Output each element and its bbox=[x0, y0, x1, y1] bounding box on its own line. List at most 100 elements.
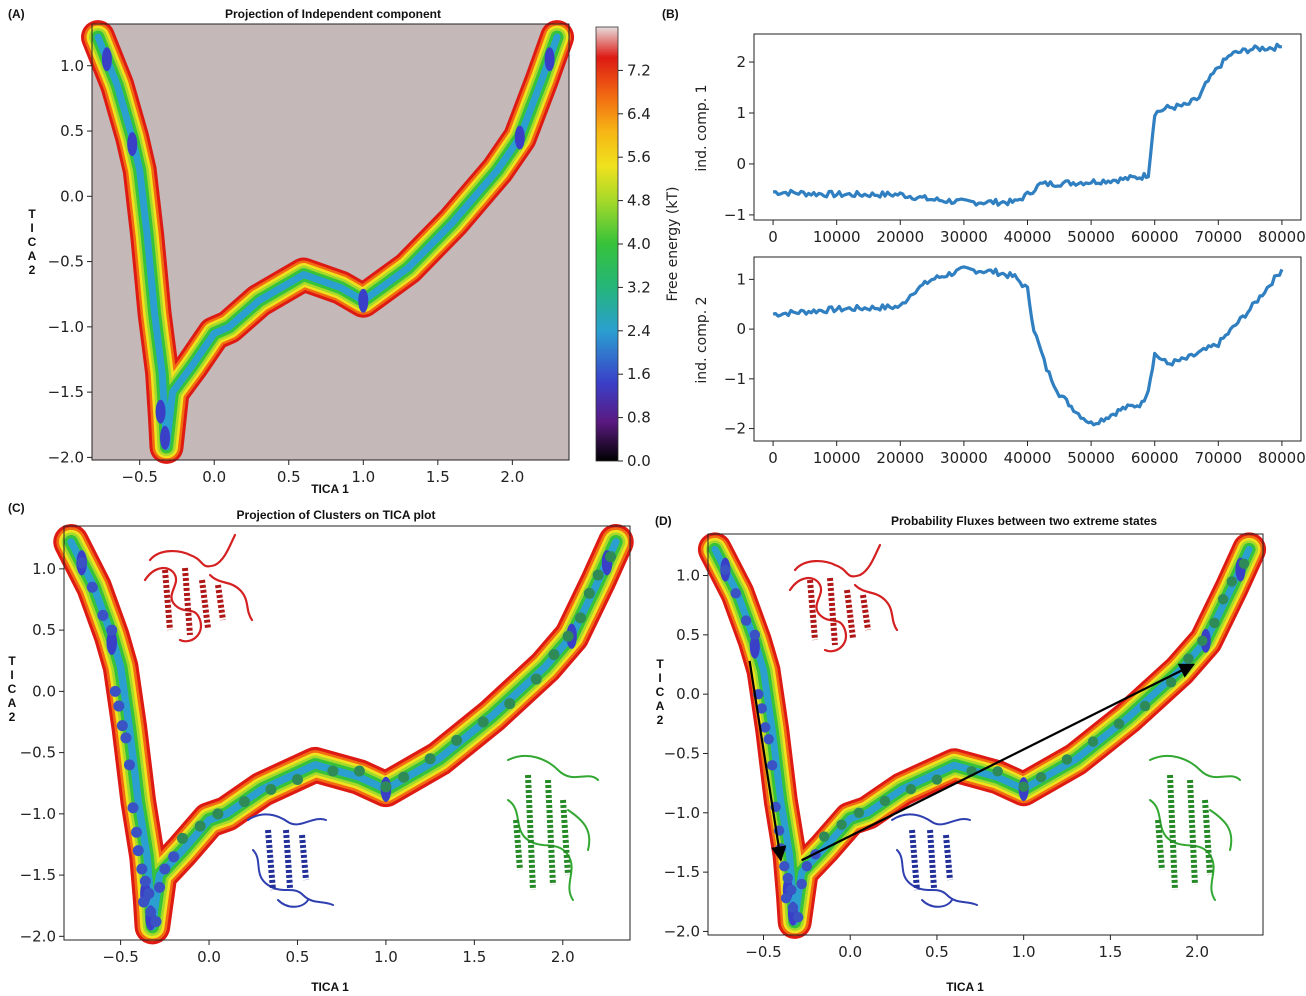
panel-c-cluster-points bbox=[76, 551, 617, 928]
cluster-point-green bbox=[605, 551, 617, 563]
panel-a-xlabel: TICA 1 bbox=[311, 482, 349, 496]
panel-b2-frame bbox=[753, 256, 1302, 442]
panel-d-ytick-label: 0.0 bbox=[676, 685, 700, 703]
panel-b1-xtick-label: 40000 bbox=[1004, 228, 1052, 246]
red-protein-structure-icon bbox=[788, 543, 899, 653]
cluster-point-green bbox=[574, 612, 586, 624]
cluster-point-green bbox=[265, 783, 277, 795]
panel-b2-ytick-label: −2 bbox=[724, 420, 746, 438]
cluster-point-blue bbox=[786, 884, 797, 896]
cluster-point-green bbox=[548, 649, 560, 661]
cluster-point-green bbox=[380, 781, 392, 793]
panel-b1-ytick-label: −1 bbox=[724, 206, 746, 224]
panel-d-ytick-label: 1.0 bbox=[676, 567, 700, 585]
panel-c-ytick-label: 0.0 bbox=[32, 682, 56, 700]
colorbar-tick-label: 1.6 bbox=[627, 365, 651, 383]
panel-b1-xtick-label: 60000 bbox=[1131, 228, 1179, 246]
panel-c-title: Projection of Clusters on TICA plot bbox=[237, 508, 436, 522]
panel-label-b: (B) bbox=[662, 7, 679, 21]
green-protein-structure-icon bbox=[1149, 754, 1241, 901]
panel-b2-xtick-label: 40000 bbox=[1004, 449, 1052, 467]
panel-b2-xtick-label: 30000 bbox=[940, 449, 988, 467]
panel-b-bottom-timeseries: 0 10000 20000 30000 40000 50000 60000 70000 8000… bbox=[694, 256, 1306, 467]
cluster-point-green bbox=[398, 771, 410, 783]
cluster-point-green bbox=[1197, 635, 1208, 646]
panel-b2-xtick-label: 50000 bbox=[1067, 449, 1115, 467]
cluster-point-green bbox=[530, 673, 542, 685]
panel-label-d: (D) bbox=[655, 514, 672, 528]
cluster-point-green bbox=[477, 716, 489, 728]
cluster-point-blue bbox=[113, 700, 125, 712]
cluster-point-green bbox=[1139, 700, 1151, 712]
panel-a-xtick-label: 1.0 bbox=[351, 468, 375, 486]
panel-a-ytick-label: 0.0 bbox=[60, 187, 84, 205]
panel-d-xtick-label: 0.0 bbox=[838, 943, 862, 961]
cluster-point-green bbox=[1113, 718, 1125, 730]
colorbar-tick-label: 4.8 bbox=[627, 192, 651, 210]
cluster-point-blue bbox=[76, 557, 88, 569]
cluster-point-blue bbox=[145, 906, 157, 918]
cluster-point-green bbox=[327, 765, 339, 777]
ylabel-char: I bbox=[10, 668, 13, 682]
cluster-point-blue bbox=[139, 875, 151, 887]
panel-c-xtick-label: 0.5 bbox=[286, 948, 310, 966]
energy-minimum bbox=[514, 125, 525, 150]
cluster-point-green bbox=[879, 795, 891, 807]
panel-a-frame bbox=[91, 23, 570, 461]
green-protein-structure-icon bbox=[507, 754, 599, 901]
energy-minimum bbox=[155, 399, 166, 424]
cluster-point-blue bbox=[720, 564, 731, 575]
red-protein-structure-icon bbox=[143, 533, 254, 643]
panel-d-ytick-label: 0.5 bbox=[676, 626, 700, 644]
cluster-point-green bbox=[562, 630, 574, 642]
panel-c-xtick-label: 1.5 bbox=[462, 948, 486, 966]
cluster-point-green bbox=[1087, 736, 1099, 747]
panel-c-cluster-projection: Projection of Clusters on TICA plot −0.5… bbox=[8, 508, 634, 994]
cluster-point-blue bbox=[792, 912, 804, 923]
colorbar bbox=[595, 26, 619, 462]
panel-b2-ytick-label: 0 bbox=[736, 320, 746, 338]
colorbar-tick-label: 0.0 bbox=[627, 452, 651, 470]
ylabel-char: T bbox=[656, 657, 664, 671]
cluster-point-blue bbox=[730, 588, 741, 599]
cluster-point-blue bbox=[116, 720, 128, 732]
ylabel-char: T bbox=[8, 654, 16, 668]
panel-b1-xtick-label: 70000 bbox=[1194, 228, 1242, 246]
blue-protein-structure-icon bbox=[891, 813, 978, 908]
panel-d-ytick-label: −1.5 bbox=[664, 863, 700, 881]
panel-c-ytick-label: −1.5 bbox=[20, 866, 56, 884]
cluster-point-blue bbox=[763, 734, 774, 745]
energy-minimum bbox=[106, 629, 118, 655]
panel-b1-xtick-label: 20000 bbox=[876, 228, 924, 246]
panel-b1-xtick-label: 50000 bbox=[1067, 228, 1115, 246]
panel-d-xtick-label: 1.5 bbox=[1098, 943, 1122, 961]
cluster-point-blue bbox=[106, 624, 118, 636]
cluster-point-blue bbox=[138, 896, 150, 908]
cluster-point-blue bbox=[127, 802, 139, 814]
panel-b1-ytick-label: 1 bbox=[736, 104, 746, 122]
colorbar-label: Free energy (kT) bbox=[665, 187, 681, 302]
panel-label-c: (C) bbox=[8, 501, 25, 515]
energy-minimum bbox=[544, 47, 555, 72]
panel-a-free-energy-plot: Projection of Independent component −0.5… bbox=[28, 7, 681, 496]
cluster-point-blue bbox=[136, 863, 148, 875]
cluster-point-green bbox=[1165, 677, 1177, 688]
panel-b2-xtick-label: 10000 bbox=[813, 449, 861, 467]
panel-d-ytick-label: −2.0 bbox=[664, 922, 700, 940]
cluster-point-green bbox=[1183, 653, 1194, 664]
cluster-point-blue bbox=[168, 851, 180, 863]
panel-b1-frame bbox=[753, 33, 1302, 221]
energy-minimum bbox=[101, 47, 112, 72]
panel-b2-xtick-label: 60000 bbox=[1131, 449, 1179, 467]
blue-protein-structure-icon bbox=[247, 813, 334, 908]
cluster-point-blue bbox=[756, 703, 767, 714]
cluster-point-green bbox=[451, 734, 463, 746]
panel-d-xtick-label: 0.5 bbox=[925, 943, 949, 961]
panel-c-ytick-label: 1.0 bbox=[32, 560, 56, 578]
panel-d-probability-fluxes: Probability Fluxes between two extreme s… bbox=[656, 514, 1267, 994]
ylabel-char: C bbox=[656, 685, 665, 699]
panel-a-ytick-label: −1.5 bbox=[48, 383, 84, 401]
